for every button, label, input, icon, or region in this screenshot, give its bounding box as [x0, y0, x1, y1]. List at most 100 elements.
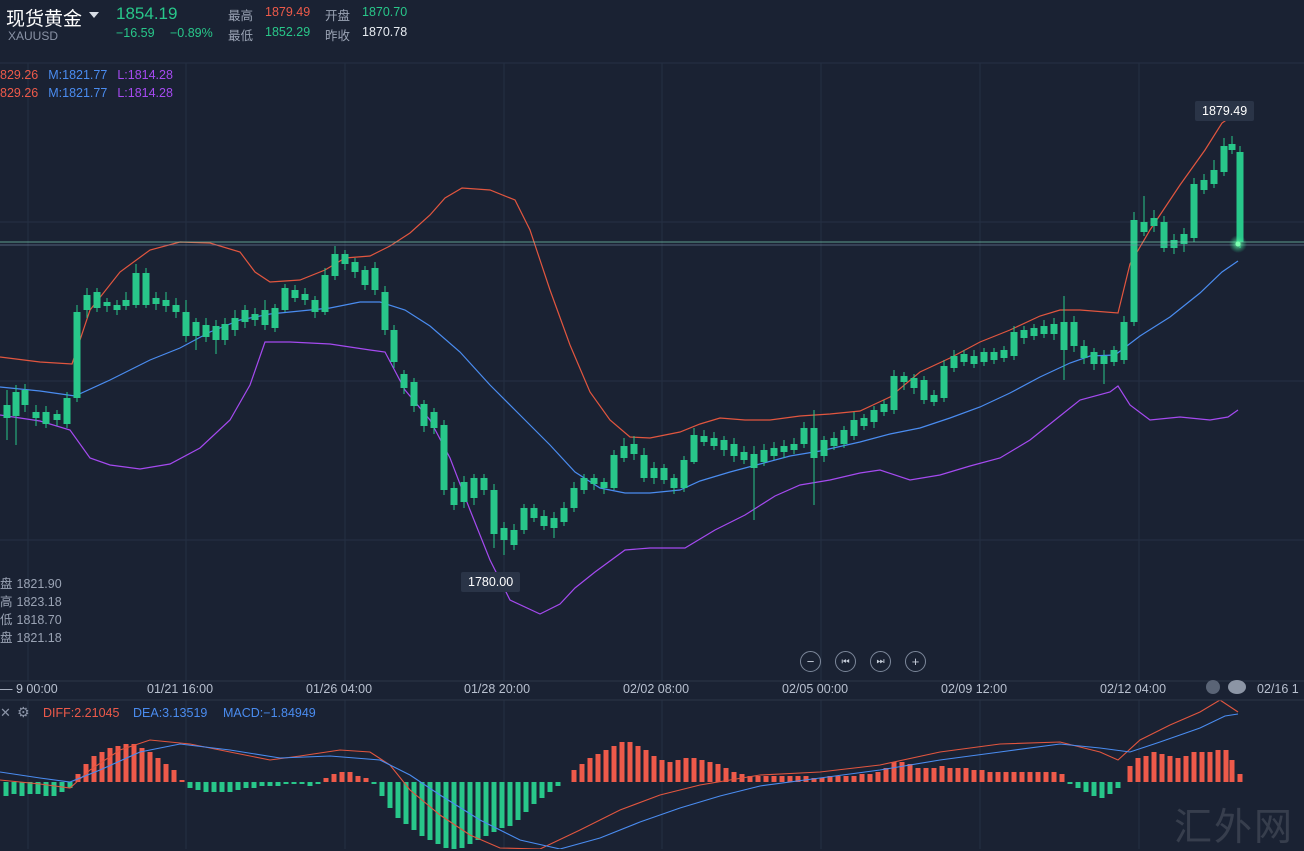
candle-body [930, 395, 938, 402]
candle-body [970, 356, 978, 364]
macd-bar [811, 778, 817, 782]
macd-bar [995, 772, 1001, 782]
instrument-title[interactable]: 现货黄金 [6, 8, 83, 30]
ohlc-row: 高 1823.18 [0, 591, 62, 610]
candle-body [470, 478, 478, 498]
candle-body [920, 380, 928, 400]
macd-bar [627, 742, 633, 782]
candle-body [540, 516, 548, 526]
macd-bar [355, 776, 361, 782]
macd-bar [555, 782, 561, 786]
max-price-marker: 1879.49 [1195, 101, 1255, 121]
macd-bar [3, 782, 9, 796]
macd-bar [1159, 754, 1165, 782]
boll-lower-line [0, 341, 1239, 615]
candle-body [1070, 322, 1078, 346]
candle-body [1080, 346, 1088, 358]
macd-bar [1135, 758, 1141, 782]
macd-bar [443, 782, 449, 848]
candle-body [1200, 180, 1208, 190]
macd-bar [499, 782, 505, 828]
macd-bar [851, 776, 857, 782]
macd-bar [1115, 782, 1121, 788]
macd-bar [227, 782, 233, 792]
macd-bar [347, 772, 353, 782]
toggle-icon[interactable] [1206, 680, 1220, 694]
macd-bar [323, 778, 329, 782]
macd-bar [515, 782, 521, 820]
macd-bar [547, 782, 553, 792]
macd-bar [115, 746, 121, 782]
candle-body [680, 460, 688, 488]
x-axis-label: — 9 00:00 [0, 682, 58, 696]
chart-grid [0, 62, 1304, 849]
macd-bar [371, 782, 377, 784]
macd-bar [867, 774, 873, 782]
macd-bar [827, 776, 833, 782]
macd-bar [795, 776, 801, 782]
high-label: 最高 [228, 8, 254, 23]
macd-bar [907, 764, 913, 782]
macd-bar [51, 782, 57, 796]
candle-body [910, 378, 918, 388]
macd-bar [579, 764, 585, 782]
macd-bar [123, 744, 129, 782]
candle-body [1120, 322, 1128, 360]
ohlc-label: 盘 [0, 630, 13, 645]
macd-bar [1229, 760, 1235, 782]
candle-body [400, 374, 408, 388]
candle-body [880, 404, 888, 412]
candle-body [810, 428, 818, 458]
candle-body [311, 300, 319, 312]
macd-bar [27, 782, 33, 794]
macd-bar [1223, 750, 1229, 782]
macd-bar [523, 782, 529, 812]
x-axis-label: 02/02 08:00 [623, 682, 690, 696]
zoom-in-button[interactable]: + [905, 651, 926, 672]
candle-body [1236, 152, 1244, 242]
candle-body [660, 468, 668, 480]
open-value: 1870.70 [362, 5, 408, 19]
macd-bar [451, 782, 457, 849]
candle-body [1170, 240, 1178, 248]
ohlc-label: 低 [0, 612, 13, 627]
candle-body [371, 268, 379, 290]
gear-icon[interactable]: ⚙ [17, 704, 30, 720]
scroll-right-button[interactable]: ⏭ [870, 651, 891, 672]
boll-upper: 829.26 [0, 86, 39, 100]
chevron-down-icon[interactable] [89, 12, 99, 18]
candle-body [690, 435, 698, 462]
close-icon[interactable]: ✕ [0, 705, 11, 720]
macd-bar [163, 764, 169, 782]
candle-body [182, 312, 190, 336]
candle-body [900, 376, 908, 382]
plus-icon: + [911, 654, 920, 669]
macd-bar [1075, 782, 1081, 788]
skip-forward-icon: ⏭ [876, 656, 885, 666]
candle-body [152, 298, 160, 304]
candle-body [820, 440, 828, 456]
macd-bar [803, 776, 809, 782]
macd-bar [307, 782, 313, 786]
candle-body [172, 305, 180, 312]
toggle-icon[interactable] [1228, 680, 1246, 694]
candle-body [570, 488, 578, 508]
zoom-out-button[interactable]: − [800, 651, 821, 672]
candle-body [840, 430, 848, 444]
candle-body [760, 450, 768, 462]
x-axis-label: 02/09 12:00 [941, 682, 1008, 696]
macd-bar [155, 758, 161, 782]
ohlc-row: 盘 1821.18 [0, 627, 62, 646]
candle-body [870, 410, 878, 422]
macd-bar [651, 756, 657, 782]
macd-bar [387, 782, 393, 808]
candle-body [122, 300, 130, 306]
macd-bar [243, 782, 249, 788]
candle-body [3, 405, 11, 418]
boll-lower: L:1814.28 [117, 68, 173, 82]
scroll-left-button[interactable]: ⏮ [835, 651, 856, 672]
candle-body [620, 446, 628, 458]
macd-bar [395, 782, 401, 818]
candle-body [381, 292, 389, 330]
